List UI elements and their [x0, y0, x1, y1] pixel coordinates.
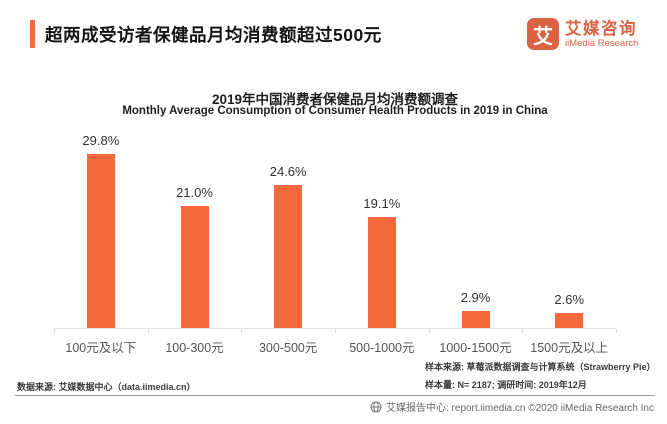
bar-column: 24.6%	[241, 130, 335, 328]
footer-divider	[15, 395, 655, 396]
bar	[367, 217, 396, 328]
x-axis-ticks	[54, 329, 617, 333]
x-axis-tick	[148, 329, 149, 333]
plot-area: 29.8% 21.0% 24.6% 19.1% 2.9% 2.6%	[54, 130, 616, 329]
bar	[180, 206, 209, 328]
brand-logo: 艾 艾媒咨询 iiMedia Research	[527, 18, 638, 50]
report-footer: 艾媒报告中心: report.iimedia.cn ©2020 iiMedia …	[370, 399, 654, 414]
bar-column: 2.6%	[522, 130, 616, 328]
brand-logo-text: 艾媒咨询 iiMedia Research	[565, 20, 638, 49]
bar-value-label: 24.6%	[269, 164, 307, 179]
bar-value-label: 2.9%	[460, 290, 491, 305]
bar	[555, 313, 584, 328]
bar-column: 29.8%	[54, 130, 148, 328]
bar-column: 2.9%	[429, 130, 523, 328]
chart-subtitle: Monthly Average Consumption of Consumer …	[122, 105, 548, 117]
brand-logo-icon: 艾	[527, 18, 559, 50]
x-axis-label: 1000-1500元	[439, 341, 512, 355]
x-axis-tick	[616, 329, 617, 333]
bar-column: 19.1%	[335, 130, 429, 328]
x-axis-labels: 100元及以下 100-300元 300-500元 500-1000元 1000-150…	[54, 337, 616, 356]
bar	[274, 185, 303, 328]
x-axis-tick	[335, 329, 336, 333]
footnote-data-source: 数据来源: 艾媒数据中心（data.iimedia.cn）	[17, 382, 196, 392]
brand-name-en: iiMedia Research	[565, 37, 639, 49]
x-axis-tick	[429, 329, 430, 333]
report-footer-text: 艾媒报告中心: report.iimedia.cn ©2020 iiMedia …	[385, 403, 654, 414]
bar	[461, 311, 490, 328]
bar-value-label: 2.6%	[554, 292, 585, 307]
footnote-sample-source: 样本来源: 草莓派数据调查与计算系统（Strawberry Pie）	[425, 362, 656, 372]
x-axis-tick	[522, 329, 523, 333]
x-axis-tick	[241, 329, 242, 333]
x-axis-tick	[54, 329, 55, 333]
chart-title: 2019年中国消费者保健品月均消费额调查	[211, 92, 459, 107]
x-axis-label: 1500元及以上	[530, 341, 609, 355]
bar-value-label: 19.1%	[363, 196, 401, 211]
headline-accent-bar	[30, 20, 35, 48]
bar-value-label: 29.8%	[82, 133, 120, 148]
headline: 超两成受访者保健品月均消费额超过500元	[30, 20, 382, 48]
bar-value-label: 21.0%	[176, 185, 213, 200]
x-axis-label: 300-500元	[258, 341, 318, 355]
x-axis-label: 100-300元	[165, 341, 224, 355]
footnote-sample-size: 样本量: N= 2187; 调研时间: 2019年12月	[425, 380, 587, 390]
brand-name-cn: 艾媒咨询	[565, 19, 637, 38]
bar	[86, 154, 115, 328]
globe-icon	[370, 401, 382, 413]
x-axis-label: 500-1000元	[349, 341, 415, 355]
page-title: 超两成受访者保健品月均消费额超过500元	[45, 24, 382, 45]
bar-column: 21.0%	[148, 130, 242, 328]
x-axis-label: 100元及以下	[65, 341, 137, 355]
